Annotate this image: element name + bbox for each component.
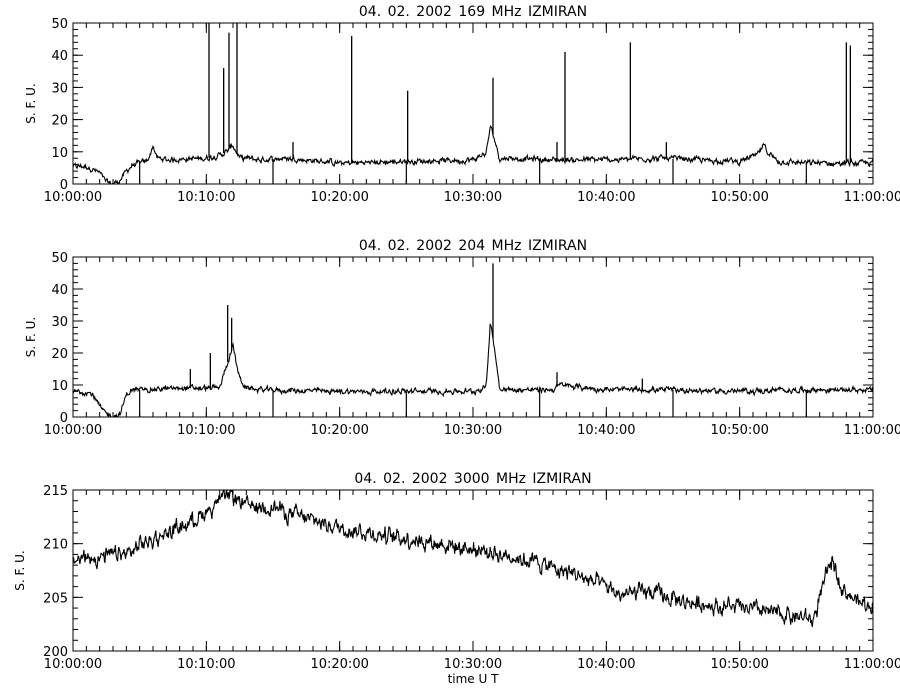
y-tick-label: 50: [51, 251, 68, 266]
x-tick-label: 10:50:00: [710, 190, 768, 205]
panel-title: 04. 02. 2002 169 MHz IZMIRAN: [359, 4, 587, 20]
x-tick-label: 10:40:00: [577, 657, 635, 672]
x-tick-label: 10:30:00: [444, 190, 502, 205]
panel-1: 04. 02. 2002 169 MHz IZMIRAN S. F. U. 0 10 2…: [24, 4, 900, 205]
x-tick-label: 10:10:00: [177, 657, 235, 672]
y-tick-label: 10: [51, 379, 68, 394]
x-tick-label: 11:00:00: [844, 423, 900, 438]
y-tick-label: 20: [51, 347, 68, 362]
x-tick-label: 10:20:00: [310, 190, 368, 205]
y-tick-label: 30: [51, 81, 68, 96]
y-tick-label: 20: [51, 114, 68, 129]
panel-title: 04. 02. 2002 3000 MHz IZMIRAN: [354, 471, 591, 487]
y-tick-label: 200: [43, 645, 68, 660]
x-tick-label: 10:50:00: [710, 657, 768, 672]
y-tick-label: 215: [43, 484, 68, 499]
series-trace: [73, 323, 873, 417]
y-tick-label: 30: [51, 315, 68, 330]
y-tick-label: 40: [51, 283, 68, 298]
y-axis-label: S. F. U.: [24, 317, 38, 357]
x-axis-label: time U T: [448, 672, 500, 686]
y-tick-label: 0: [60, 178, 68, 193]
x-tick-label: 10:50:00: [710, 423, 768, 438]
x-tick-label: 10:40:00: [577, 190, 635, 205]
x-tick-label: 10:10:00: [177, 423, 235, 438]
x-tick-label: 11:00:00: [844, 657, 900, 672]
x-tick-label: 10:40:00: [577, 423, 635, 438]
y-tick-label: 210: [43, 538, 68, 553]
panel-2: 04. 02. 2002 204 MHz IZMIRAN S. F. U. 0 10 2…: [24, 238, 900, 438]
y-tick-label: 50: [51, 17, 68, 32]
x-tick-label: 10:00:00: [44, 423, 102, 438]
panel-title: 04. 02. 2002 204 MHz IZMIRAN: [359, 238, 587, 254]
x-tick-label: 10:10:00: [177, 190, 235, 205]
x-tick-label: 11:00:00: [844, 190, 900, 205]
series-trace: [73, 490, 873, 628]
x-tick-label: 10:00:00: [44, 190, 102, 205]
series-trace: [73, 125, 873, 184]
x-tick-label: 10:00:00: [44, 657, 102, 672]
x-tick-label: 10:30:00: [444, 657, 502, 672]
x-tick-label: 10:20:00: [310, 423, 368, 438]
x-tick-label: 10:30:00: [444, 423, 502, 438]
panel-3: 04. 02. 2002 3000 MHz IZMIRAN S. F. U. 200…: [13, 471, 900, 686]
y-tick-label: 10: [51, 146, 68, 161]
y-tick-label: 205: [43, 591, 68, 606]
y-axis-label: S. F. U.: [24, 83, 38, 123]
y-tick-label: 40: [51, 49, 68, 64]
y-tick-label: 0: [60, 411, 68, 426]
x-tick-label: 10:20:00: [310, 657, 368, 672]
y-axis-label: S. F. U.: [13, 550, 27, 590]
